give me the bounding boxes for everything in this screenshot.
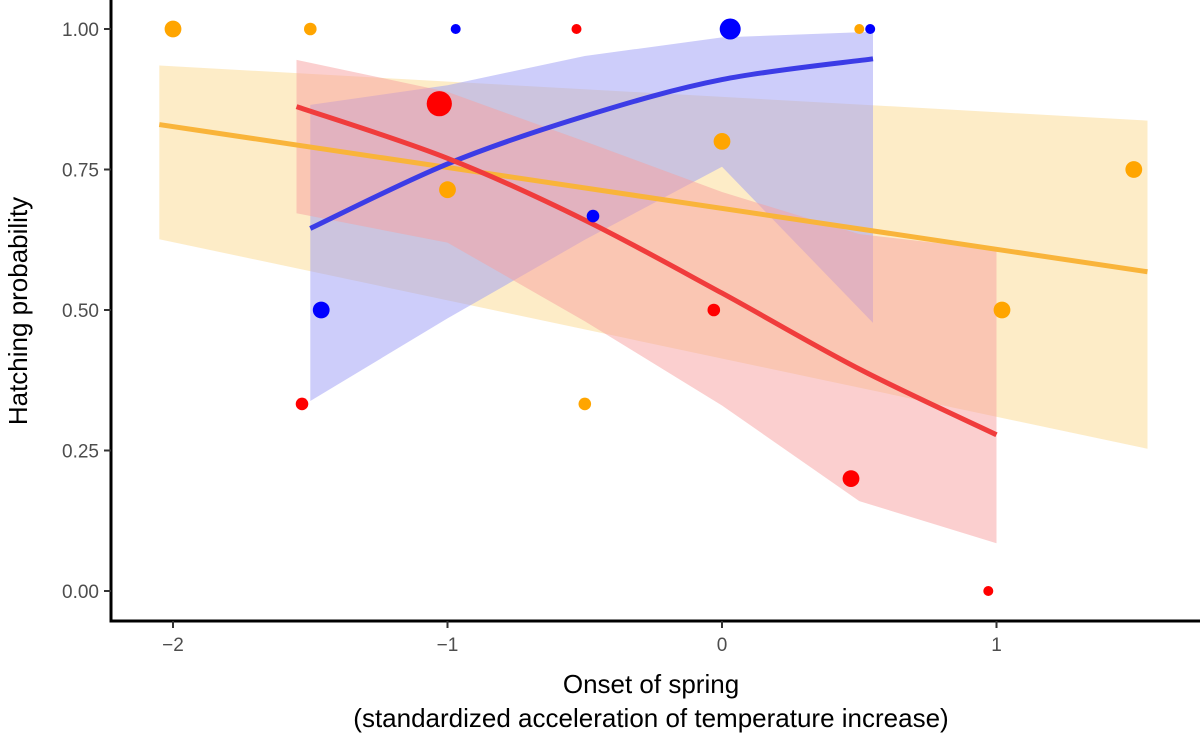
y-axis-title: Hatching probability bbox=[3, 197, 33, 425]
blue-fit-line bbox=[309, 56, 874, 231]
y-ticks: 0.00 0.25 0.50 0.75 1.00 bbox=[62, 20, 111, 603]
red-data-point bbox=[295, 397, 309, 411]
data-points bbox=[164, 18, 1143, 596]
fit-lines bbox=[158, 56, 1148, 438]
red-data-point bbox=[707, 303, 721, 317]
y-tick-label: 0.75 bbox=[62, 161, 99, 182]
x-tick-label: 0 bbox=[717, 635, 728, 656]
orange-data-point bbox=[854, 24, 865, 34]
red-confidence-band bbox=[296, 59, 997, 544]
red-data-point bbox=[426, 91, 452, 117]
red-data-point bbox=[983, 586, 994, 596]
blue-data-point bbox=[450, 24, 461, 34]
red-fit-line bbox=[295, 104, 998, 438]
blue-data-point bbox=[865, 24, 876, 34]
x-tick-label: 1 bbox=[991, 635, 1002, 656]
blue-data-point bbox=[312, 301, 330, 319]
red-data-point bbox=[571, 24, 582, 34]
orange-data-point bbox=[439, 181, 456, 199]
x-tick-label: −1 bbox=[437, 635, 459, 656]
orange-data-point bbox=[164, 20, 182, 38]
x-axis-title-line2: (standardized acceleration of temperatur… bbox=[353, 703, 948, 733]
orange-data-point bbox=[713, 133, 731, 150]
y-tick-label: 1.00 bbox=[62, 20, 99, 41]
x-ticks: −2 −1 0 1 bbox=[162, 621, 1002, 656]
red-data-point bbox=[842, 470, 860, 487]
blue-data-point bbox=[719, 18, 741, 40]
x-axis-title: Onset of spring bbox=[563, 669, 739, 699]
orange-data-point bbox=[304, 22, 317, 36]
y-tick-label: 0.00 bbox=[62, 582, 99, 603]
y-tick-label: 0.25 bbox=[62, 442, 99, 463]
orange-data-point bbox=[578, 397, 592, 411]
blue-data-point bbox=[586, 209, 600, 223]
orange-data-point bbox=[1125, 161, 1143, 178]
orange-data-point bbox=[993, 301, 1011, 319]
orange-fit-line bbox=[158, 122, 1148, 275]
x-tick-label: −2 bbox=[162, 635, 184, 656]
y-tick-label: 0.50 bbox=[62, 301, 99, 322]
